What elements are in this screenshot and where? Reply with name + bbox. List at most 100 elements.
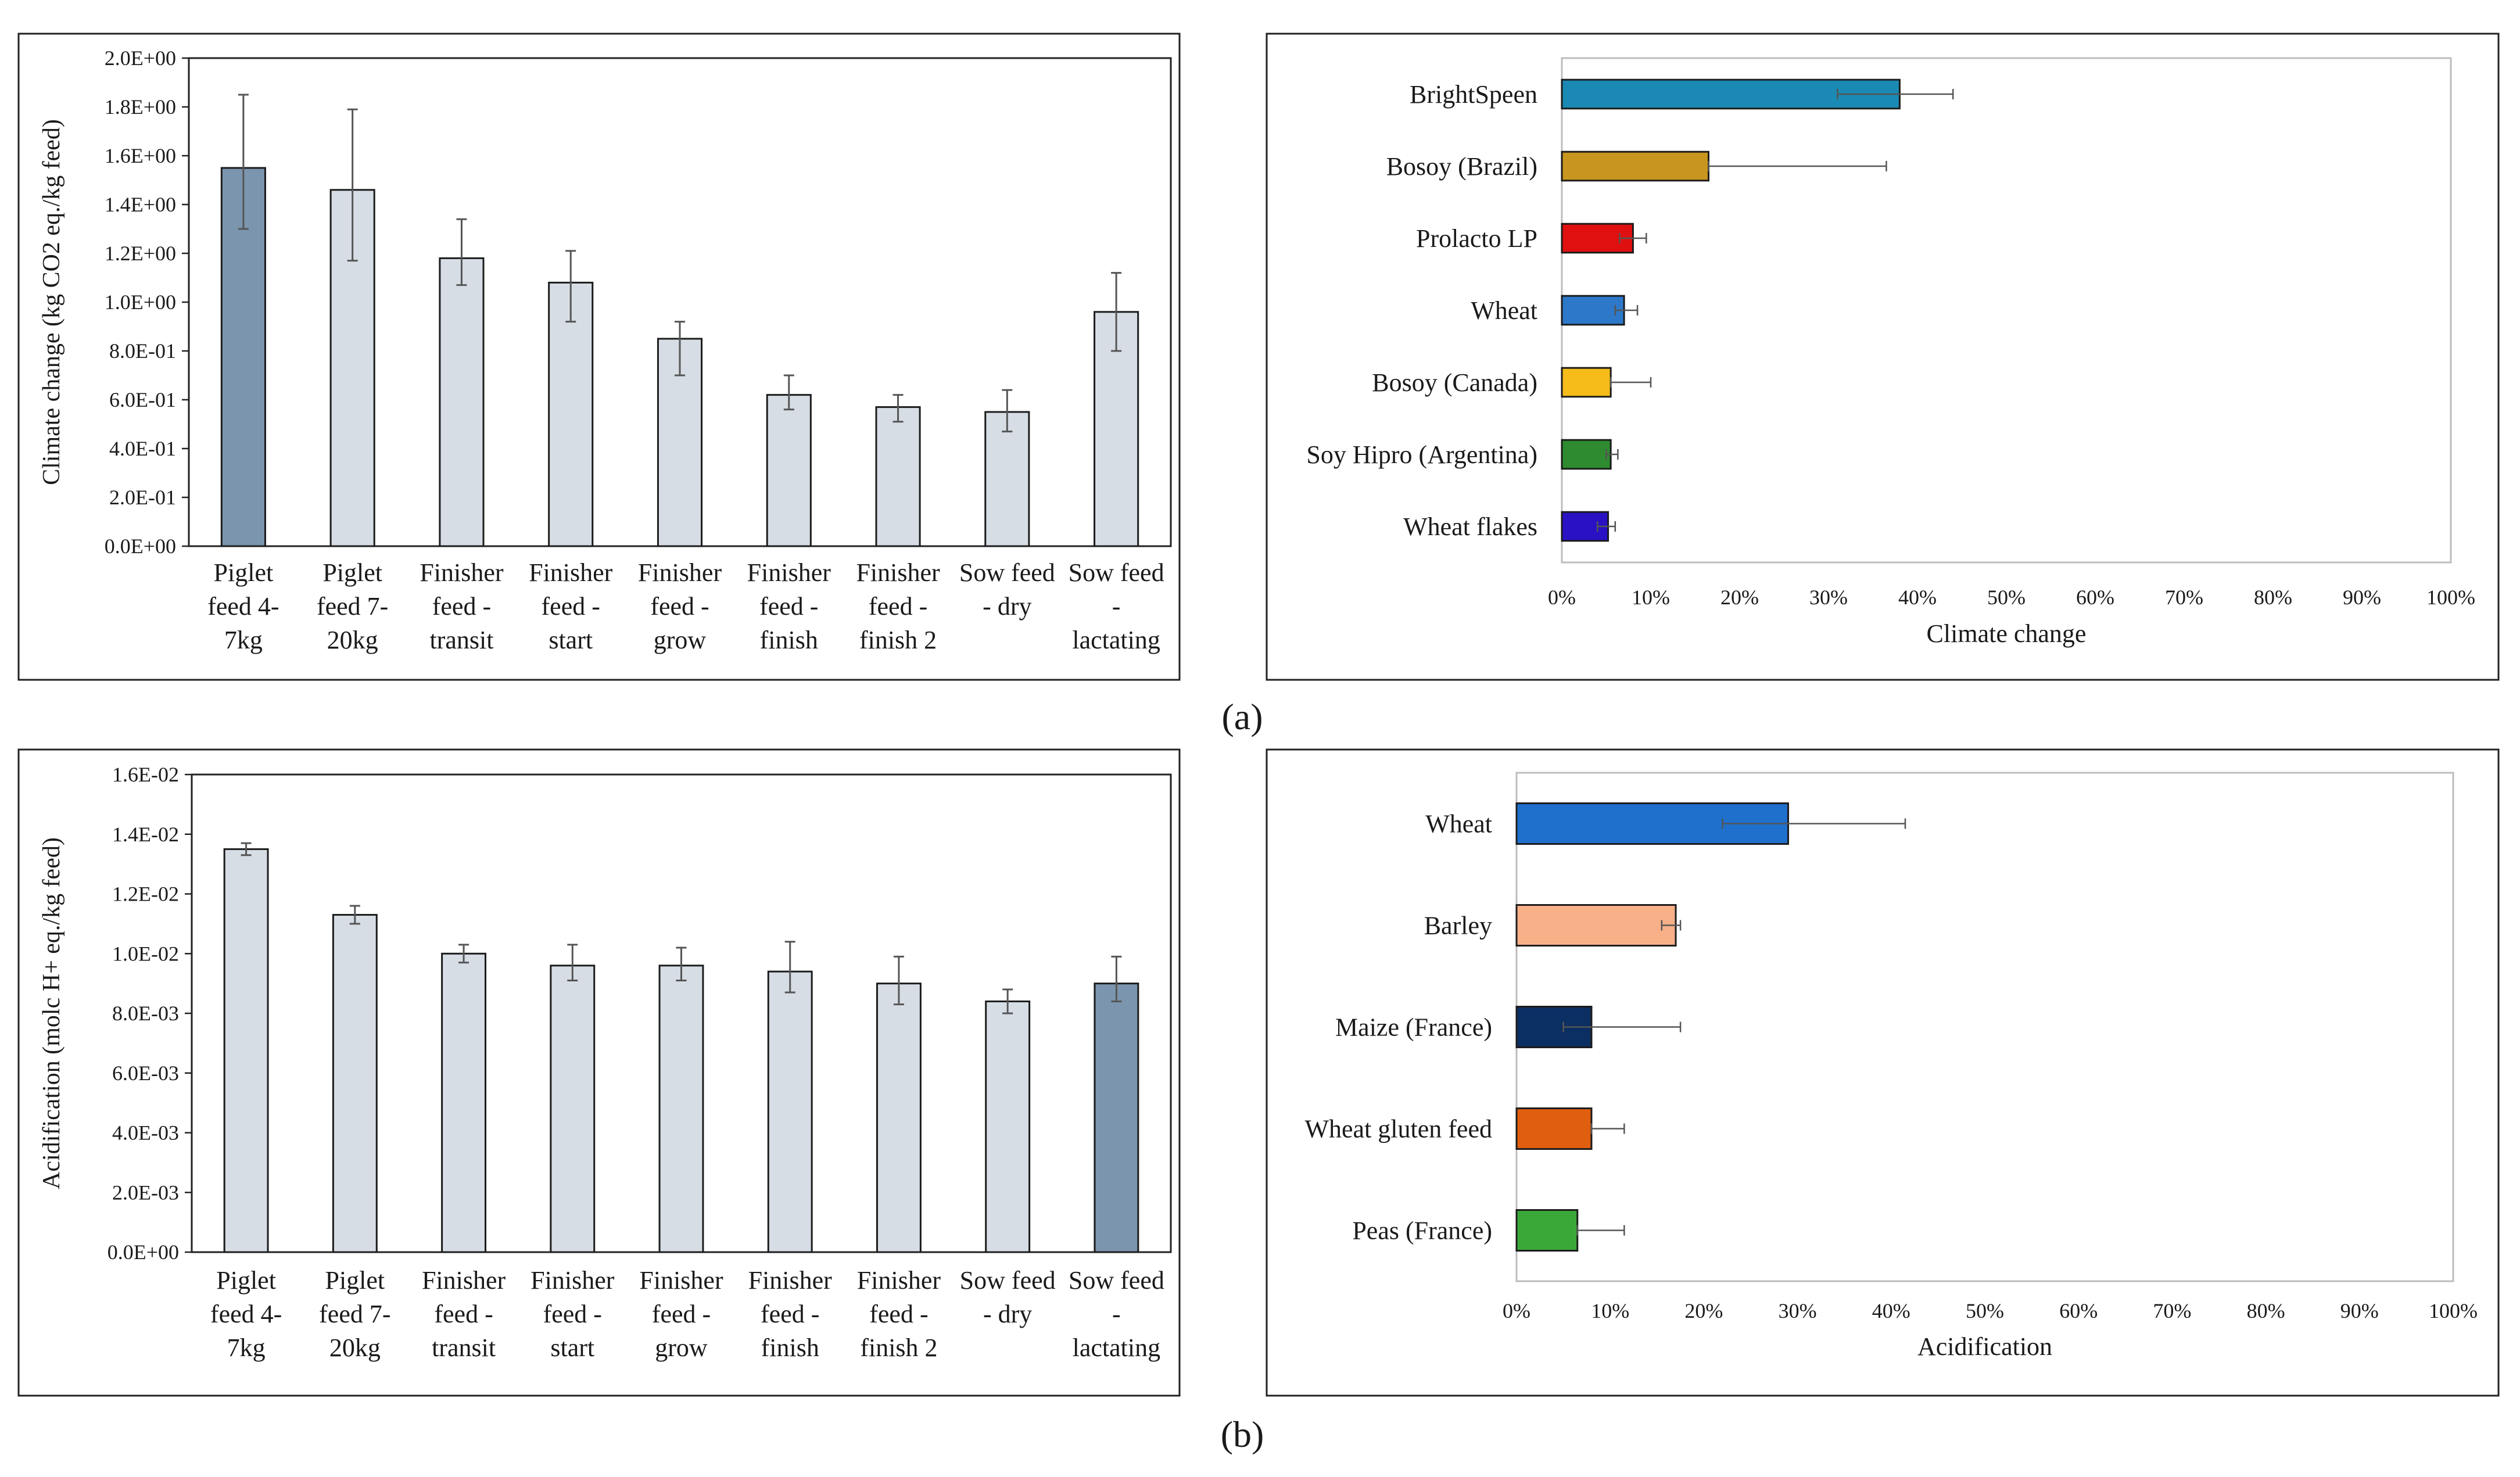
x-tick-label: 60% [2059,1299,2098,1322]
category-label: Barley [1424,912,1492,940]
category-label: Peas (France) [1352,1217,1492,1245]
x-category-label: transit [429,626,493,654]
chart-frame [1266,33,2500,681]
x-category-label: Finisher [529,558,613,587]
x-category-label: finish [760,626,818,654]
category-label: Wheat [1425,810,1492,838]
x-category-label: feed 4- [210,1300,282,1328]
x-category-label: 20kg [327,626,378,654]
bar [1561,439,1612,470]
bar [1094,983,1139,1253]
x-tick-label: 80% [2254,586,2292,609]
x-category-label: Sow feed [1069,1266,1164,1295]
bar [550,965,596,1253]
x-category-label: start [550,1333,594,1362]
bar [766,394,812,547]
x-tick-label: 30% [1809,586,1848,609]
x-category-label: feed - [869,592,927,621]
bar [332,913,378,1253]
category-label: Prolacto LP [1416,224,1537,253]
x-category-label: feed 7- [319,1300,390,1328]
x-category-label: Finisher [530,1266,615,1295]
x-category-label: 20kg [329,1333,381,1362]
x-tick-label: 100% [2426,586,2475,609]
y-tick-label: 1.8E+00 [105,95,176,119]
chart-frame [17,748,1181,1397]
x-category-label: feed 4- [207,592,279,621]
y-tick-label: 1.2E-02 [112,883,179,906]
x-tick-label: 50% [1987,586,2026,609]
bar [439,257,485,547]
x-category-label: - dry [983,1300,1032,1328]
bar [441,952,486,1253]
panel-label-a: (a) [1221,696,1263,737]
x-tick-label: 90% [2343,586,2381,609]
y-tick-label: 6.0E-01 [109,388,176,411]
x-tick-label: 60% [2076,586,2114,609]
y-axis-label: Acidification (molc H+ eq./kg feed) [38,837,65,1189]
x-category-label: finish 2 [860,1333,937,1362]
x-category-label: transit [432,1333,496,1362]
y-tick-label: 2.0E+00 [105,46,176,70]
y-tick-label: 2.0E-03 [112,1181,179,1204]
y-tick-label: 4.0E-01 [109,437,176,460]
category-label: Wheat flakes [1403,512,1537,541]
x-category-label: Piglet [322,558,382,587]
x-category-label: Piglet [325,1266,385,1295]
y-tick-label: 1.6E-02 [112,763,179,786]
bar [658,965,704,1253]
x-tick-label: 0% [1548,586,1576,609]
x-category-label: Finisher [638,558,722,587]
x-axis-label: Climate change [1927,619,2087,648]
x-category-label: feed - [869,1300,928,1328]
x-category-label: lactating [1072,626,1160,654]
x-category-label: feed - [761,1300,819,1328]
bar [985,1000,1031,1253]
category-label: BrightSpeen [1410,80,1537,109]
x-tick-label: 70% [2153,1299,2191,1322]
y-tick-label: 2.0E-01 [109,486,176,509]
y-tick-label: 1.0E-02 [112,942,179,965]
x-category-label: Piglet [214,558,274,587]
x-tick-label: 40% [1872,1299,1910,1322]
x-category-label: feed - [434,1300,493,1328]
x-category-label: - dry [983,592,1031,621]
x-tick-label: 90% [2340,1299,2379,1322]
x-category-label: feed - [542,592,600,621]
chart-acidification-ingredients: 0% 10% 20% 30% 40% 50% 60% 70% 80% 90% 100% Acidifi… [1266,748,2500,1397]
y-tick-label: 6.0E-03 [112,1062,179,1085]
x-category-label: Finisher [748,1266,833,1295]
x-tick-label: 100% [2429,1299,2478,1322]
x-category-label: finish [761,1333,819,1362]
y-tick-label: 8.0E-03 [112,1002,179,1025]
x-tick-label: 0% [1503,1299,1530,1322]
y-tick-label: 4.0E-03 [112,1121,179,1145]
x-category-label: grow [655,1333,708,1362]
y-tick-label: 1.4E+00 [105,193,176,216]
x-tick-label: 30% [1779,1299,1817,1322]
bar [223,848,269,1253]
y-axis-label: Climate change (kg CO2 eq./kg feed) [38,119,65,485]
x-category-label: finish 2 [859,626,937,654]
x-tick-label: 20% [1684,1299,1723,1322]
chart-frame [17,33,1181,681]
bar [1561,367,1612,398]
x-category-label: - [1112,592,1121,621]
chart-frame [1266,748,2500,1397]
category-label: Maize (France) [1335,1013,1492,1042]
x-tick-label: 80% [2247,1299,2285,1322]
x-category-label: Finisher [747,558,831,587]
x-tick-label: 10% [1591,1299,1629,1322]
plot-area [1561,57,2452,564]
bar [1561,150,1709,182]
bar [1515,1209,1579,1252]
x-category-label: 7kg [224,626,263,654]
y-tick-label: 0.0E+00 [105,535,176,558]
x-category-label: Piglet [216,1266,276,1295]
category-label: Bosoy (Brazil) [1386,152,1537,181]
chart-climate-change-feeds: 0.0E+00 2.0E-01 4.0E-01 6.0E-01 8.0E-01 1.0E+… [17,33,1181,681]
y-tick-label: 1.0E+00 [105,291,176,314]
y-tick-label: 1.2E+00 [105,242,176,265]
bar [767,970,813,1253]
